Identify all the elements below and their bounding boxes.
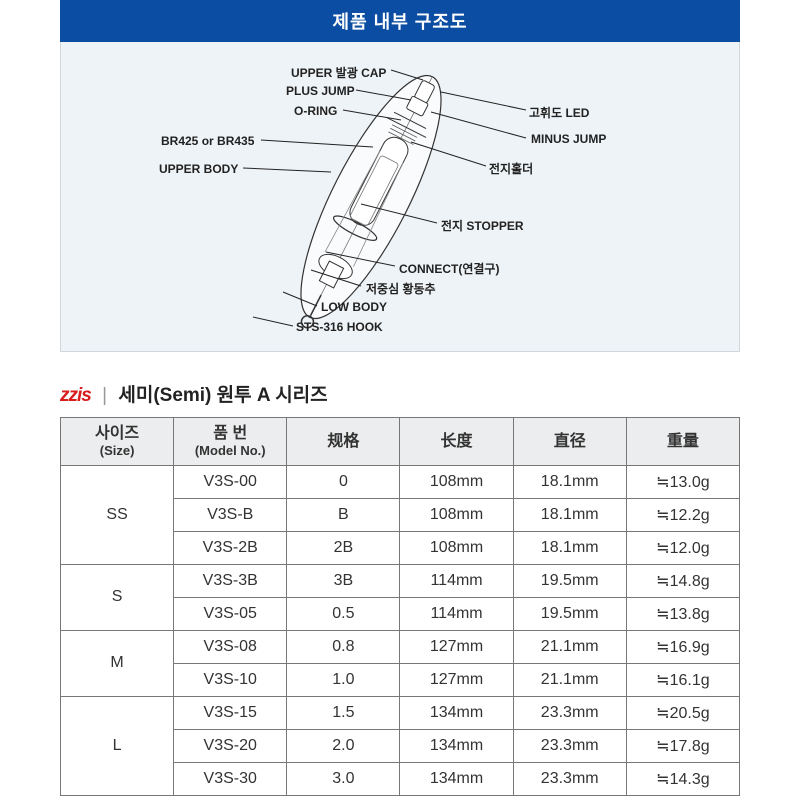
brand-logo: zzis bbox=[60, 385, 91, 406]
cell-wt: ≒16.1g bbox=[626, 663, 739, 696]
cell-len: 108mm bbox=[400, 531, 513, 564]
cell-len: 108mm bbox=[400, 465, 513, 498]
series-title: zzis | 세미(Semi) 원투 A 시리즈 bbox=[60, 380, 740, 407]
cell-wt: ≒17.8g bbox=[626, 729, 739, 762]
cell-dia: 19.5mm bbox=[513, 564, 626, 597]
table-row: MV3S-080.8127mm21.1mm≒16.9g bbox=[61, 630, 740, 663]
cell-model: V3S-00 bbox=[174, 465, 287, 498]
section-header: 제품 내부 구조도 bbox=[60, 0, 740, 42]
cell-wt: ≒20.5g bbox=[626, 696, 739, 729]
size-cell: M bbox=[61, 630, 174, 696]
cell-len: 108mm bbox=[400, 498, 513, 531]
cell-len: 134mm bbox=[400, 696, 513, 729]
table-row: SV3S-3B3B114mm19.5mm≒14.8g bbox=[61, 564, 740, 597]
cell-len: 134mm bbox=[400, 729, 513, 762]
cell-spec: 2B bbox=[287, 531, 400, 564]
diagram-label: STS-316 HOOK bbox=[296, 320, 383, 334]
cell-spec: 1.5 bbox=[287, 696, 400, 729]
cell-spec: 1.0 bbox=[287, 663, 400, 696]
cell-model: V3S-10 bbox=[174, 663, 287, 696]
col-header: 长度 bbox=[400, 418, 513, 466]
cell-len: 127mm bbox=[400, 630, 513, 663]
cell-wt: ≒14.3g bbox=[626, 762, 739, 795]
cell-dia: 19.5mm bbox=[513, 597, 626, 630]
cell-model: V3S-05 bbox=[174, 597, 287, 630]
series-name: 세미(Semi) 원투 A 시리즈 bbox=[118, 385, 327, 406]
cell-spec: B bbox=[287, 498, 400, 531]
cell-spec: 0 bbox=[287, 465, 400, 498]
section-title: 제품 내부 구조도 bbox=[333, 12, 468, 32]
spec-table: 사이즈(Size)품 번(Model No.)规格长度直径重量 SSV3S-00… bbox=[60, 417, 740, 796]
cell-model: V3S-2B bbox=[174, 531, 287, 564]
cell-dia: 18.1mm bbox=[513, 465, 626, 498]
cell-spec: 0.8 bbox=[287, 630, 400, 663]
cell-wt: ≒13.0g bbox=[626, 465, 739, 498]
cell-wt: ≒12.2g bbox=[626, 498, 739, 531]
diagram-label: UPPER 발광 CAP bbox=[291, 64, 386, 81]
cell-spec: 3B bbox=[287, 564, 400, 597]
cell-model: V3S-20 bbox=[174, 729, 287, 762]
diagram-label: O-RING bbox=[294, 104, 337, 118]
cell-len: 134mm bbox=[400, 762, 513, 795]
diagram-svg bbox=[61, 42, 740, 352]
cell-spec: 2.0 bbox=[287, 729, 400, 762]
cell-wt: ≒13.8g bbox=[626, 597, 739, 630]
table-row: LV3S-151.5134mm23.3mm≒20.5g bbox=[61, 696, 740, 729]
col-header: 重量 bbox=[626, 418, 739, 466]
col-header: 规格 bbox=[287, 418, 400, 466]
cell-model: V3S-B bbox=[174, 498, 287, 531]
cell-dia: 21.1mm bbox=[513, 630, 626, 663]
col-header: 사이즈(Size) bbox=[61, 418, 174, 466]
size-cell: L bbox=[61, 696, 174, 795]
diagram-label: MINUS JUMP bbox=[531, 132, 606, 146]
size-cell: SS bbox=[61, 465, 174, 564]
cell-wt: ≒16.9g bbox=[626, 630, 739, 663]
cell-dia: 23.3mm bbox=[513, 696, 626, 729]
cell-dia: 18.1mm bbox=[513, 531, 626, 564]
table-row: SSV3S-000108mm18.1mm≒13.0g bbox=[61, 465, 740, 498]
diagram-label: BR425 or BR435 bbox=[161, 134, 254, 148]
cell-len: 114mm bbox=[400, 564, 513, 597]
diagram-label: LOW BODY bbox=[321, 300, 387, 314]
cell-wt: ≒12.0g bbox=[626, 531, 739, 564]
cell-dia: 23.3mm bbox=[513, 762, 626, 795]
cell-len: 127mm bbox=[400, 663, 513, 696]
cell-model: V3S-30 bbox=[174, 762, 287, 795]
title-divider: | bbox=[102, 385, 107, 406]
col-header: 품 번(Model No.) bbox=[174, 418, 287, 466]
diagram-label: UPPER BODY bbox=[159, 162, 238, 176]
structure-diagram: UPPER 발광 CAP PLUS JUMP O-RING BR425 or BR43… bbox=[60, 42, 740, 352]
size-cell: S bbox=[61, 564, 174, 630]
cell-model: V3S-15 bbox=[174, 696, 287, 729]
cell-model: V3S-3B bbox=[174, 564, 287, 597]
cell-spec: 3.0 bbox=[287, 762, 400, 795]
cell-spec: 0.5 bbox=[287, 597, 400, 630]
col-header: 直径 bbox=[513, 418, 626, 466]
cell-len: 114mm bbox=[400, 597, 513, 630]
diagram-label: 고휘도 LED bbox=[529, 104, 589, 121]
cell-wt: ≒14.8g bbox=[626, 564, 739, 597]
cell-dia: 23.3mm bbox=[513, 729, 626, 762]
diagram-label: 저중심 황동추 bbox=[366, 280, 436, 297]
cell-model: V3S-08 bbox=[174, 630, 287, 663]
diagram-label: 전지 STOPPER bbox=[441, 217, 524, 234]
diagram-label: CONNECT(연결구) bbox=[399, 260, 499, 277]
diagram-label: 전지홀더 bbox=[489, 160, 533, 177]
diagram-label: PLUS JUMP bbox=[286, 84, 355, 98]
cell-dia: 21.1mm bbox=[513, 663, 626, 696]
cell-dia: 18.1mm bbox=[513, 498, 626, 531]
